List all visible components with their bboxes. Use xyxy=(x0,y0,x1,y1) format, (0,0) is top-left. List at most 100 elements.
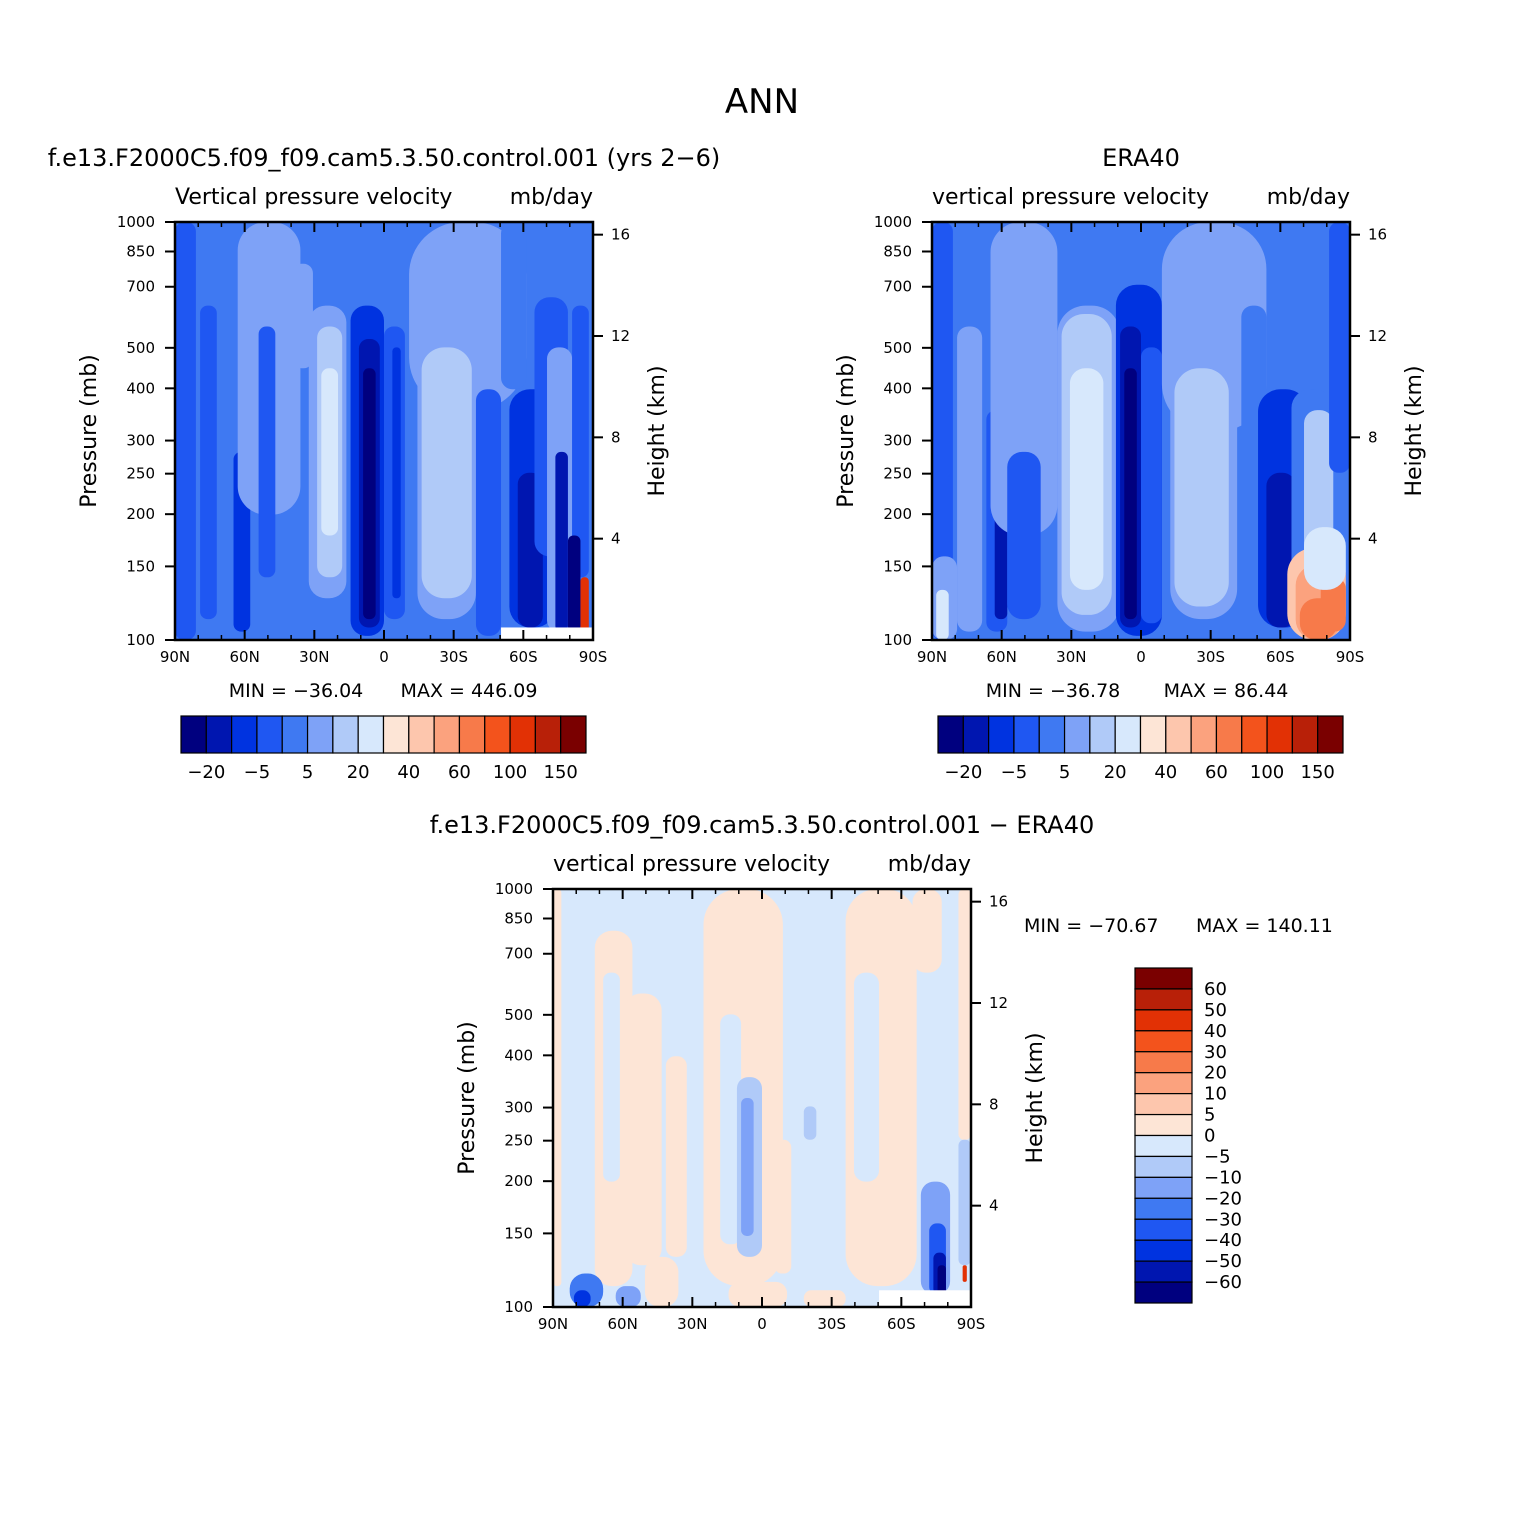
x-tick-label: 60N xyxy=(987,648,1017,666)
y-tick-label: 700 xyxy=(504,945,533,963)
colorbar-swatch xyxy=(1063,715,1091,754)
colorbar-swatch xyxy=(1134,1176,1193,1199)
contour-region-17 xyxy=(937,1265,946,1295)
y-tick-label: 500 xyxy=(126,339,155,357)
contour-region-3 xyxy=(624,993,662,1266)
model-right-axis-label: Height (km) xyxy=(645,365,670,496)
x-tick-label: 30S xyxy=(439,648,468,666)
diff-right-axis-label: Height (km) xyxy=(1023,1032,1048,1163)
contour-region-17 xyxy=(475,389,502,636)
diff-contour-field xyxy=(553,889,971,1307)
y-tick-label: 200 xyxy=(883,505,912,523)
contour-region-0 xyxy=(175,222,196,640)
colorbar-swatch xyxy=(1139,715,1167,754)
obs-y-axis-label: Pressure (mb) xyxy=(834,354,859,508)
colorbar-swatch xyxy=(1190,715,1218,754)
colorbar-swatch xyxy=(180,715,207,754)
obs-axes: 90N 60N 30N 0 30S 60S 90S 100 150 200 250 300 400 500… xyxy=(874,213,1387,666)
contour-region-18 xyxy=(501,222,527,390)
diff-min-label: MIN = −70.67 xyxy=(1024,915,1159,937)
y-tick-label: 300 xyxy=(883,432,912,450)
y-tick-label: 500 xyxy=(883,339,912,357)
colorbar-swatch xyxy=(1266,715,1293,754)
model-axes: 90N 60N 30N 0 30S 60S 90S 100 150 200 250 300 400 500… xyxy=(117,213,630,666)
contour-region-26 xyxy=(580,577,589,632)
contour-region-3 xyxy=(957,326,983,632)
colorbar-swatch xyxy=(484,715,511,754)
colorbar-label: 20 xyxy=(347,762,370,783)
contour-region-8 xyxy=(321,368,339,536)
contour-region-18 xyxy=(958,889,971,1140)
height-tick-label: 8 xyxy=(611,428,621,446)
y-tick-label: 300 xyxy=(504,1099,533,1117)
y-tick-label: 400 xyxy=(504,1046,533,1064)
obs-variable-title: vertical pressure velocity xyxy=(932,185,1209,210)
colorbar-swatch xyxy=(1165,715,1192,754)
model-colorbar: −20 −5 5 20 40 60 100 150 xyxy=(180,715,587,783)
height-tick-label: 8 xyxy=(1368,428,1378,446)
colorbar-swatch xyxy=(1089,715,1116,754)
colorbar-label: 5 xyxy=(1059,762,1070,783)
y-tick-label: 400 xyxy=(126,379,155,397)
colorbar-swatch xyxy=(1134,1281,1193,1304)
colorbar-swatch xyxy=(1134,1093,1193,1116)
x-tick-label: 0 xyxy=(379,648,389,666)
y-tick-label: 250 xyxy=(883,465,912,483)
colorbar-swatch xyxy=(1134,988,1193,1011)
y-tick-label: 150 xyxy=(883,557,912,575)
model-panel: f.e13.F2000C5.f09_f09.cam5.3.50.control.… xyxy=(48,144,721,783)
colorbar-swatch xyxy=(1134,1260,1193,1283)
obs-units-label: mb/day xyxy=(1267,185,1350,210)
x-tick-label: 30N xyxy=(299,648,329,666)
contour-region-2 xyxy=(936,589,949,640)
colorbar-label: 5 xyxy=(302,762,313,783)
y-tick-label: 100 xyxy=(504,1298,533,1316)
colorbar-label: 0 xyxy=(1204,1126,1215,1147)
colorbar-label: 150 xyxy=(544,762,578,783)
diff-units-label: mb/day xyxy=(888,852,971,877)
colorbar-label: −20 xyxy=(944,762,982,783)
height-tick-label: 4 xyxy=(611,530,621,548)
colorbar-swatch xyxy=(1134,1009,1193,1032)
colorbar-label: 150 xyxy=(1301,762,1335,783)
colorbar-swatch xyxy=(1134,1218,1193,1241)
model-min-label: MIN = −36.04 xyxy=(229,680,364,702)
colorbar-label: −60 xyxy=(1204,1272,1242,1293)
height-tick-label: 4 xyxy=(989,1197,999,1215)
x-tick-label: 30N xyxy=(1056,648,1086,666)
contour-region-22 xyxy=(573,1290,591,1307)
colorbar-label: 40 xyxy=(1204,1021,1227,1042)
colorbar-swatch xyxy=(1291,715,1319,754)
y-tick-label: 700 xyxy=(883,278,912,296)
obs-contour-field xyxy=(932,222,1350,640)
contour-region-27 xyxy=(1304,527,1346,590)
x-tick-label: 0 xyxy=(1136,648,1146,666)
colorbar-label: −5 xyxy=(1204,1146,1231,1167)
contour-region-2 xyxy=(603,972,620,1182)
colorbar-label: −10 xyxy=(1204,1167,1242,1188)
colorbar-label: 10 xyxy=(1204,1084,1227,1105)
colorbar-label: 60 xyxy=(448,762,471,783)
x-tick-label: 60N xyxy=(230,648,260,666)
y-tick-label: 850 xyxy=(883,243,912,261)
colorbar-swatch xyxy=(231,715,258,754)
contour-region-0 xyxy=(553,889,562,1287)
contour-region-13 xyxy=(912,889,942,973)
contour-region-0 xyxy=(932,222,953,640)
model-run-title: f.e13.F2000C5.f09_f09.cam5.3.50.control.… xyxy=(48,144,721,172)
colorbar-swatch xyxy=(988,715,1015,754)
colorbar-swatch xyxy=(1241,715,1268,754)
contour-region-14 xyxy=(1141,347,1162,624)
colorbar-label: −20 xyxy=(187,762,225,783)
colorbar-label: 40 xyxy=(1154,762,1177,783)
x-tick-label: 30N xyxy=(677,1315,707,1333)
model-contour-field xyxy=(175,222,593,640)
contour-region-8 xyxy=(741,1098,754,1236)
colorbar-swatch xyxy=(1134,1051,1193,1074)
y-tick-label: 1000 xyxy=(117,213,155,231)
y-tick-label: 300 xyxy=(126,432,155,450)
colorbar-label: 60 xyxy=(1205,762,1228,783)
height-tick-label: 12 xyxy=(1368,327,1387,345)
colorbar-swatch xyxy=(205,715,233,754)
